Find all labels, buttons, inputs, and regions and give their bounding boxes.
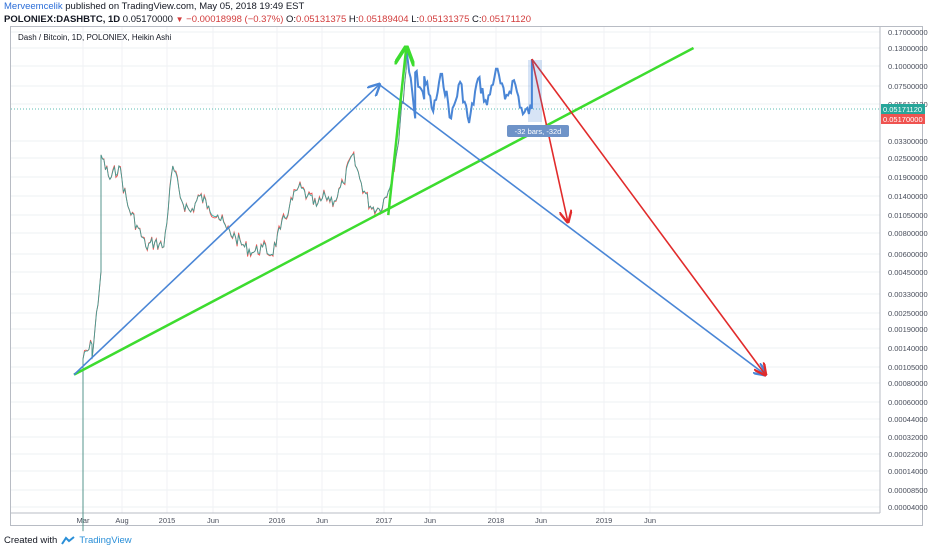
- y-tick-label: 0.00800000: [888, 229, 928, 238]
- y-tick-label: 0.00044000: [888, 415, 928, 424]
- tradingview-brand[interactable]: TradingView: [79, 535, 132, 546]
- close-label: C:: [472, 14, 482, 25]
- y-tick-label: 0.02500000: [888, 154, 928, 163]
- down-triangle-icon: ▼: [175, 15, 184, 24]
- measure-label-box: [507, 125, 569, 137]
- x-tick-label: 2017: [376, 516, 393, 525]
- y-tick-label: 0.00250000: [888, 309, 928, 318]
- created-with-text: Created with: [4, 535, 58, 546]
- chart-title: Dash / Bitcoin, 1D, POLONIEX, Heikin Ash…: [18, 33, 172, 42]
- price-label: 0.05171120: [883, 105, 922, 114]
- y-tick-label: 0.00105000: [888, 363, 928, 372]
- high-value: 0.05189404: [358, 14, 409, 25]
- price-candles-up: [82, 48, 407, 532]
- low-value: 0.05131375: [419, 14, 470, 25]
- x-tick-label: Jun: [535, 516, 547, 525]
- low-label: L:: [411, 14, 420, 25]
- x-tick-label: Aug: [115, 516, 128, 525]
- y-tick-label: 0.00032000: [888, 433, 928, 442]
- price-label-box: [881, 114, 925, 124]
- y-tick-label: 0.00008500: [888, 486, 928, 495]
- x-tick-label: 2016: [269, 516, 286, 525]
- green-up-arrow: [387, 48, 406, 216]
- price-candles-down: [82, 48, 407, 532]
- y-tick-label: 0.00450000: [888, 268, 928, 277]
- chart-frame: [10, 26, 923, 526]
- x-tick-label: Jun: [207, 516, 219, 525]
- y-tick-label: 0.07500000: [888, 82, 928, 91]
- y-tick-label: 0.13000000: [888, 44, 928, 53]
- price-label-box: [881, 104, 925, 114]
- x-tick-label: 2018: [488, 516, 505, 525]
- y-tick-label: 0.00190000: [888, 325, 928, 334]
- tradingview-logo-icon: [61, 536, 75, 545]
- measure-range-box: [528, 60, 542, 122]
- symbol-info: POLONIEX:DASHBTC, 1D 0.05170000 ▼ −0.000…: [4, 14, 531, 25]
- red-long-arrow: [531, 58, 765, 375]
- red-short-arrow: [531, 58, 568, 222]
- footer: Created with TradingView: [4, 535, 132, 546]
- measure-label: -32 bars, -32d: [515, 127, 562, 136]
- y-tick-label: 0.00060000: [888, 398, 928, 407]
- x-tick-label: 2019: [596, 516, 613, 525]
- blue-lower-arrow: [378, 83, 765, 375]
- blue-upper-arrow: [73, 85, 379, 376]
- author-link[interactable]: Merveemcelik: [4, 1, 63, 12]
- x-tick-label: Jun: [644, 516, 656, 525]
- open-value: 0.05131375: [296, 14, 347, 25]
- y-tick-label: 0.00600000: [888, 250, 928, 259]
- published-text: published on TradingView.com, May 05, 20…: [65, 1, 305, 12]
- x-tick-label: 2015: [159, 516, 176, 525]
- y-tick-label: 0.00140000: [888, 344, 928, 353]
- high-label: H:: [348, 14, 359, 25]
- y-tick-label: 0.17000000: [888, 28, 928, 37]
- x-tick-label: Jun: [316, 516, 328, 525]
- y-tick-label: 0.00080000: [888, 379, 928, 388]
- y-tick-label: 0.00022000: [888, 450, 928, 459]
- y-tick-label: 0.00014000: [888, 467, 928, 476]
- y-tick-label: 0.00004000: [888, 503, 928, 512]
- publish-header: Merveemcelik published on TradingView.co…: [4, 1, 304, 12]
- last-price: 0.05170000: [122, 14, 173, 25]
- y-tick-label: 0.01900000: [888, 173, 928, 182]
- close-value: 0.05171120: [481, 14, 532, 25]
- price-label: 0.05170000: [883, 115, 923, 124]
- heikin-ashi-line: [405, 47, 533, 124]
- y-tick-label: 0.03300000: [888, 137, 928, 146]
- price-change: −0.00018998 (−0.37%): [186, 14, 284, 25]
- y-tick-label: 0.01400000: [888, 192, 928, 201]
- y-tick-label: 0.00330000: [888, 290, 928, 299]
- open-label: O:: [286, 14, 297, 25]
- symbol-label: POLONIEX:DASHBTC, 1D: [4, 14, 121, 25]
- y-tick-label: 0.01050000: [888, 211, 928, 220]
- green-trend-line: [73, 46, 695, 376]
- x-tick-label: Jun: [424, 516, 436, 525]
- y-tick-label: 0.10000000: [888, 62, 928, 71]
